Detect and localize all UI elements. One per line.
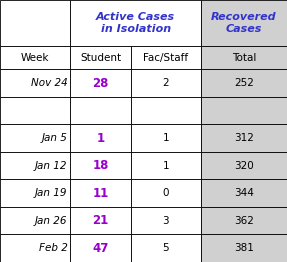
Text: 381: 381 <box>234 243 254 253</box>
FancyBboxPatch shape <box>131 234 201 262</box>
FancyBboxPatch shape <box>70 0 201 46</box>
FancyBboxPatch shape <box>131 97 201 124</box>
FancyBboxPatch shape <box>70 97 131 124</box>
FancyBboxPatch shape <box>201 124 287 152</box>
Text: 47: 47 <box>92 242 109 255</box>
Text: Recovered
Cases: Recovered Cases <box>211 12 277 34</box>
Text: 252: 252 <box>234 78 254 88</box>
FancyBboxPatch shape <box>0 207 70 234</box>
Text: Jan 19: Jan 19 <box>35 188 67 198</box>
FancyBboxPatch shape <box>0 97 70 124</box>
FancyBboxPatch shape <box>201 207 287 234</box>
FancyBboxPatch shape <box>201 234 287 262</box>
Text: 3: 3 <box>162 216 169 226</box>
FancyBboxPatch shape <box>201 0 287 46</box>
Text: 0: 0 <box>162 188 169 198</box>
FancyBboxPatch shape <box>0 46 70 69</box>
FancyBboxPatch shape <box>70 69 131 97</box>
Text: 2: 2 <box>162 78 169 88</box>
FancyBboxPatch shape <box>131 207 201 234</box>
FancyBboxPatch shape <box>70 234 131 262</box>
FancyBboxPatch shape <box>131 124 201 152</box>
Text: 28: 28 <box>92 77 109 90</box>
Text: 312: 312 <box>234 133 254 143</box>
Text: Nov 24: Nov 24 <box>31 78 67 88</box>
Text: 320: 320 <box>234 161 254 171</box>
FancyBboxPatch shape <box>0 152 70 179</box>
Text: Jan 26: Jan 26 <box>35 216 67 226</box>
Text: Feb 2: Feb 2 <box>38 243 67 253</box>
Text: 11: 11 <box>92 187 108 200</box>
FancyBboxPatch shape <box>201 46 287 69</box>
FancyBboxPatch shape <box>0 69 70 97</box>
FancyBboxPatch shape <box>70 46 131 69</box>
Text: Total: Total <box>232 53 256 63</box>
FancyBboxPatch shape <box>0 0 70 46</box>
FancyBboxPatch shape <box>201 152 287 179</box>
Text: 21: 21 <box>92 214 108 227</box>
Text: 1: 1 <box>96 132 104 145</box>
Text: 344: 344 <box>234 188 254 198</box>
Text: Active Cases
in Isolation: Active Cases in Isolation <box>96 12 175 34</box>
Text: 1: 1 <box>162 133 169 143</box>
FancyBboxPatch shape <box>131 69 201 97</box>
FancyBboxPatch shape <box>0 234 70 262</box>
Text: 18: 18 <box>92 159 109 172</box>
FancyBboxPatch shape <box>131 46 201 69</box>
FancyBboxPatch shape <box>0 124 70 152</box>
Text: 362: 362 <box>234 216 254 226</box>
FancyBboxPatch shape <box>0 179 70 207</box>
FancyBboxPatch shape <box>201 179 287 207</box>
Text: 5: 5 <box>162 243 169 253</box>
Text: Week: Week <box>21 53 49 63</box>
FancyBboxPatch shape <box>201 97 287 124</box>
FancyBboxPatch shape <box>131 179 201 207</box>
Text: 1: 1 <box>162 161 169 171</box>
FancyBboxPatch shape <box>201 69 287 97</box>
FancyBboxPatch shape <box>131 152 201 179</box>
Text: Jan 12: Jan 12 <box>35 161 67 171</box>
FancyBboxPatch shape <box>70 124 131 152</box>
Text: Fac/Staff: Fac/Staff <box>143 53 188 63</box>
FancyBboxPatch shape <box>70 179 131 207</box>
FancyBboxPatch shape <box>70 207 131 234</box>
FancyBboxPatch shape <box>70 152 131 179</box>
Text: Student: Student <box>80 53 121 63</box>
Text: Jan 5: Jan 5 <box>42 133 67 143</box>
